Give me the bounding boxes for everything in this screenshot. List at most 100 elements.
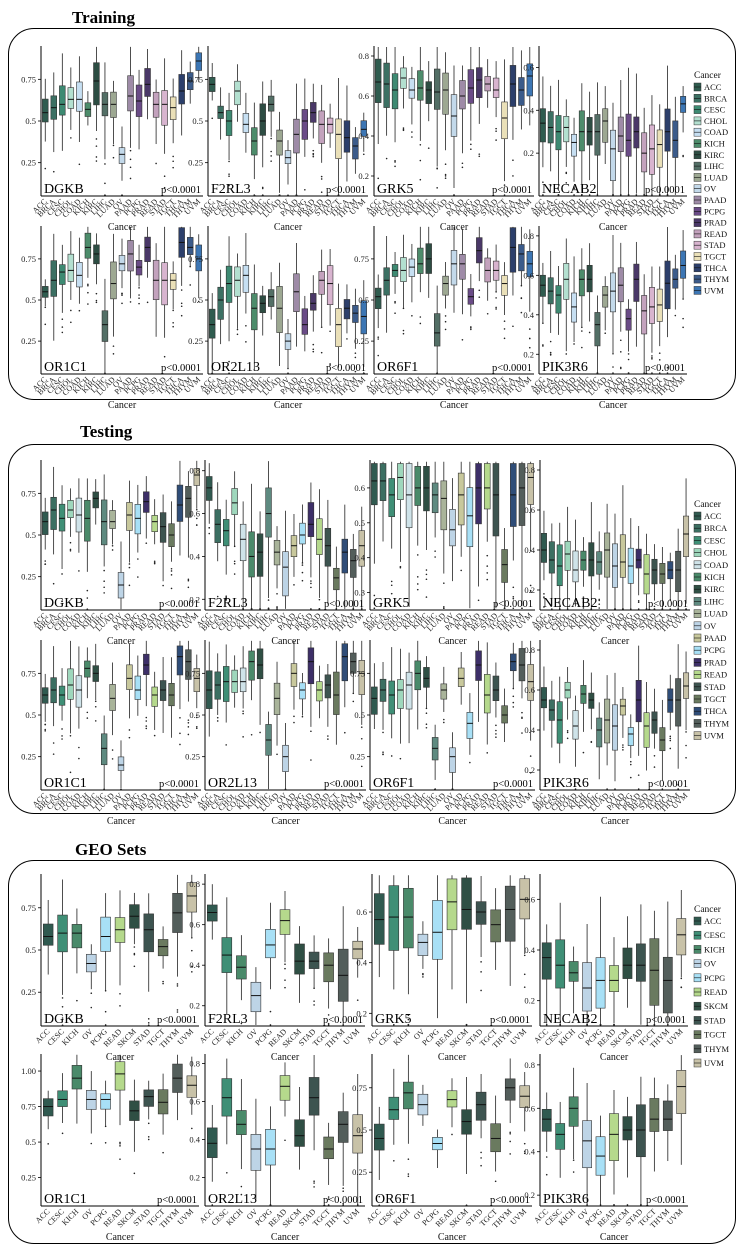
outlier-point (111, 544, 114, 547)
legend-label-uvm: UVM (704, 285, 724, 295)
outlier-point (128, 729, 131, 731)
panel-geo-sets-pik3r6: 0.20.40.60.8ACCCESCKICHOVPCPGREADSKCMSTA… (524, 1054, 688, 1243)
box-kirc (588, 692, 595, 709)
outlier-point (558, 608, 561, 610)
outlier-point (111, 758, 114, 760)
outlier-point (180, 289, 183, 291)
outlier-point (622, 744, 624, 746)
outlier-point (261, 186, 264, 189)
outlier-point (138, 287, 140, 289)
gene-label: F2RL3 (208, 596, 248, 611)
box-ov (118, 255, 126, 272)
outlier-point (651, 358, 653, 360)
x-axis-title: Cancer (271, 1232, 300, 1243)
box-read (483, 674, 491, 714)
outlier-point (565, 367, 568, 370)
gene-label: OR2L13 (208, 776, 257, 791)
outlier-point (590, 608, 593, 610)
outlier-point (145, 727, 148, 730)
box-kich (84, 499, 91, 542)
outlier-point (176, 985, 179, 987)
box-thca (664, 260, 671, 310)
x-tick-label-kich: KICH (225, 1207, 245, 1227)
x-tick-label-uvm: UVM (665, 1207, 685, 1227)
box-thym (518, 463, 526, 526)
outlier-point (582, 607, 585, 609)
section-frame-training (8, 28, 736, 400)
outlier-point (419, 144, 422, 146)
outlier-point (619, 366, 622, 369)
outlier-point (512, 325, 514, 328)
outlier-point (261, 194, 264, 196)
outlier-point (382, 731, 384, 734)
box-kich (580, 550, 587, 571)
box-acc (42, 923, 54, 946)
outlier-point (566, 737, 569, 740)
outlier-point (402, 127, 405, 129)
outlier-point (667, 1023, 669, 1026)
outlier-point (619, 339, 622, 342)
outlier-point (377, 187, 380, 189)
outlier-point (170, 574, 173, 576)
box-ov (417, 933, 429, 956)
legend-label-tgct: TGCT (704, 694, 727, 704)
box-stad (475, 1091, 487, 1121)
outlier-point (521, 716, 523, 719)
box-paad (126, 664, 133, 690)
outlier-point (242, 608, 244, 610)
y-tick-label: 0.75 (185, 668, 200, 678)
outlier-point (443, 582, 445, 584)
box-paad (619, 534, 626, 578)
box-cesc (555, 115, 562, 151)
y-tick-label: 0.5 (25, 1137, 36, 1147)
outlier-point (599, 1023, 602, 1026)
outlier-point (443, 721, 445, 724)
p-value-label: p<0.0001 (492, 185, 532, 196)
gene-label: OR2L13 (208, 1192, 257, 1207)
outlier-point (310, 586, 312, 589)
x-tick-label-kich: KICH (60, 1027, 80, 1047)
box-kirc (256, 533, 264, 577)
outlier-point (565, 182, 568, 184)
box-brca (50, 260, 57, 297)
legend-label-stad: STAD (704, 240, 726, 250)
box-prad (310, 293, 317, 311)
legend-label-acc: ACC (704, 511, 722, 521)
p-value-label: p<0.0001 (161, 363, 201, 374)
box-tgct (333, 671, 340, 715)
outlier-point (90, 992, 93, 994)
outlier-point (478, 296, 481, 298)
box-pcpg (134, 504, 142, 535)
outlier-point (250, 733, 253, 736)
outlier-point (304, 188, 306, 191)
outlier-point (52, 742, 55, 744)
box-uvm (519, 878, 530, 920)
outlier-point (402, 329, 405, 332)
outlier-point (119, 1005, 121, 1007)
outlier-point (407, 1173, 410, 1175)
y-tick-label: 0.2 (524, 585, 535, 595)
box-kich (251, 293, 258, 331)
outlier-point (523, 973, 526, 976)
outlier-point (342, 1202, 344, 1205)
box-cesc (58, 503, 66, 532)
outlier-point (677, 608, 679, 610)
outlier-point (685, 731, 687, 733)
outlier-point (133, 1172, 136, 1175)
outlier-point (163, 175, 166, 178)
y-tick-label: 0.75 (188, 254, 203, 264)
outlier-point (195, 524, 198, 526)
outlier-point (233, 560, 236, 563)
outlier-point (170, 587, 173, 590)
outlier-point (147, 1122, 150, 1125)
outlier-point (104, 1125, 107, 1128)
outlier-point (138, 302, 140, 305)
outlier-point (394, 159, 396, 162)
outlier-point (90, 1006, 93, 1009)
panel-training-or2l13: 0.250.50.75ACCBRCACESCCHOLCOADKICHKIRCLI… (188, 226, 368, 411)
y-tick-label: 0.8 (524, 1060, 535, 1070)
outlier-point (129, 166, 132, 169)
outlier-point (612, 352, 614, 355)
outlier-point (187, 719, 190, 721)
box-acc (375, 287, 382, 309)
